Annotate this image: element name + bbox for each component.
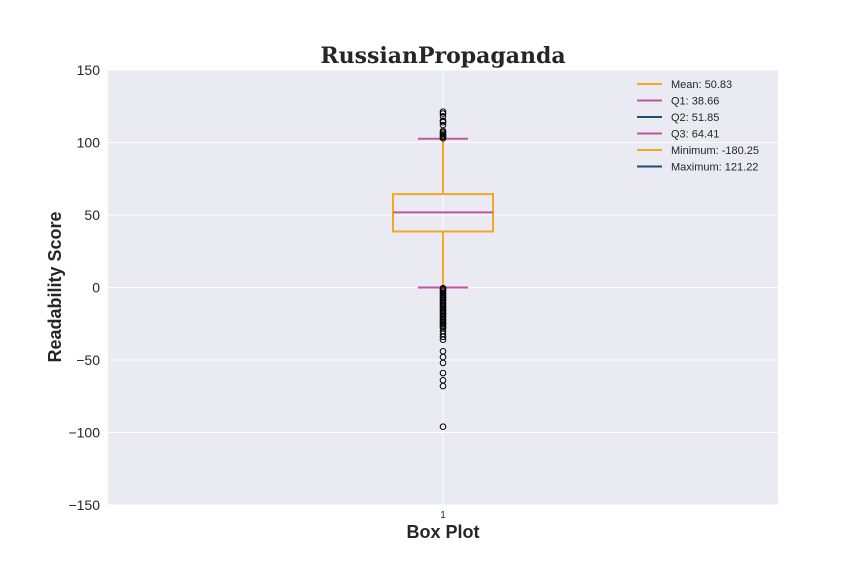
- y-tick-label: 0: [92, 280, 100, 296]
- outlier-point: [439, 336, 447, 344]
- y-tick-label: −100: [68, 425, 100, 441]
- x-tick-label: 1: [440, 510, 446, 521]
- y-axis-ticks: 150 100 50 0 −50 −100 −150: [68, 62, 100, 513]
- outlier-point: [439, 110, 447, 117]
- y-tick-label: 150: [77, 62, 101, 78]
- outliers: [439, 108, 447, 431]
- legend-label: Q2: 51.85: [671, 112, 719, 124]
- y-tick-label: −150: [68, 497, 100, 513]
- outlier-point: [439, 359, 447, 367]
- outlier-point: [439, 369, 447, 377]
- legend-label: Q3: 64.41: [671, 129, 719, 141]
- outlier-point: [439, 121, 447, 129]
- legend: Mean: 50.83 Q1: 38.66 Q2: 51.85 Q3: 64.41 Mi…: [637, 79, 759, 174]
- x-axis-label: Box Plot: [406, 522, 479, 542]
- outlier-point: [439, 423, 447, 431]
- y-tick-label: 100: [77, 135, 101, 151]
- outlier-point: [439, 382, 447, 390]
- x-axis-ticks: 1: [440, 510, 446, 521]
- legend-label: Mean: 50.83: [671, 79, 732, 91]
- legend-label: Minimum: -180.25: [671, 145, 759, 157]
- y-tick-label: 50: [84, 207, 100, 223]
- box-group: [392, 137, 494, 289]
- outlier-point: [439, 113, 447, 120]
- outlier-point: [439, 333, 447, 341]
- chart-title: RussianPropaganda: [320, 43, 565, 69]
- outlier-point: [439, 108, 447, 116]
- y-axis-label: Readability Score: [45, 211, 65, 362]
- legend-label: Maximum: 121.22: [671, 162, 758, 174]
- legend-label: Q1: 38.66: [671, 96, 719, 108]
- y-tick-label: −50: [76, 352, 100, 368]
- outlier-point: [439, 117, 447, 125]
